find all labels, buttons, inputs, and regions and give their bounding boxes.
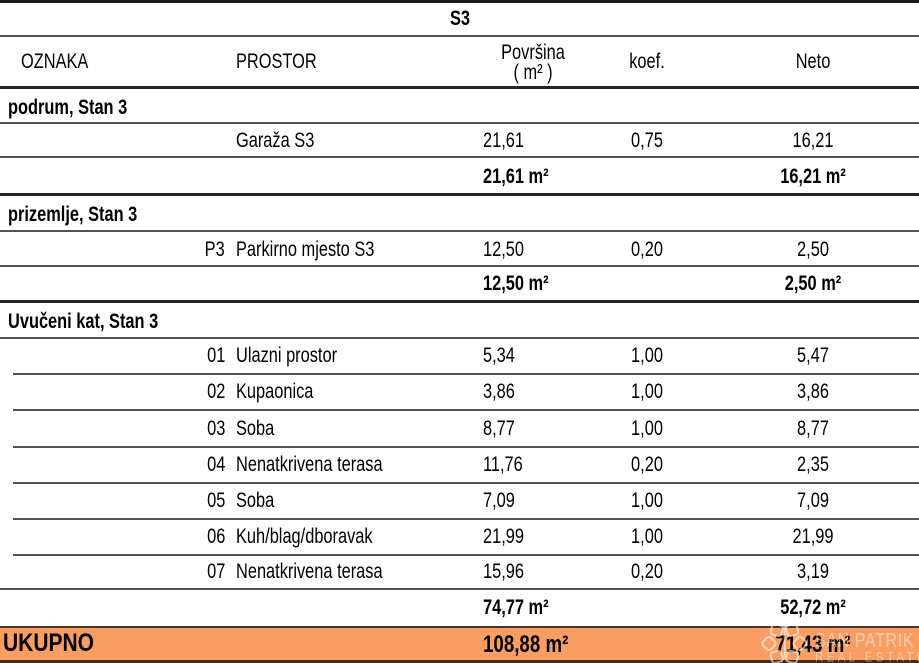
svg-text:SAN PATRIK: SAN PATRIK — [815, 629, 914, 651]
svg-text:REAL ESTATE: REAL ESTATE — [815, 650, 919, 663]
